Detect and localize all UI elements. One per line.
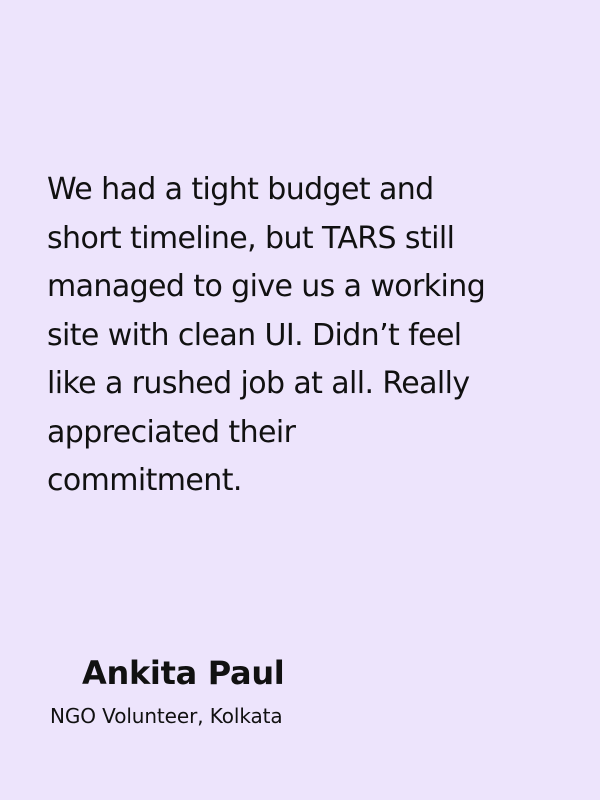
author-name: Ankita Paul bbox=[82, 654, 285, 692]
author-role: NGO Volunteer, Kolkata bbox=[50, 704, 283, 728]
testimonial-quote: We had a tight budget and short timeline… bbox=[47, 172, 486, 498]
